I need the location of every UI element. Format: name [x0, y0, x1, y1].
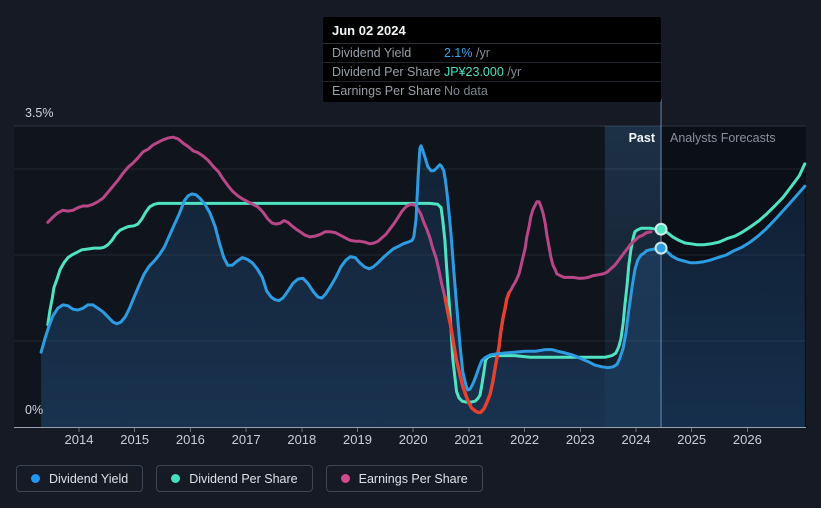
- x-axis-year-label: 2024: [621, 432, 651, 447]
- tooltip-value: 2.1% /yr: [444, 46, 490, 60]
- tooltip-date: Jun 02 2024: [323, 17, 661, 44]
- dividend-per-share-line: [46, 162, 807, 404]
- x-axis-year-label: 2025: [677, 432, 707, 447]
- x-axis-year-label: 2023: [565, 432, 595, 447]
- past-zone-label: Past: [628, 131, 655, 145]
- legend-item-dividend-per-share[interactable]: Dividend Per Share: [156, 465, 313, 492]
- x-axis-year-label: 2016: [175, 432, 205, 447]
- chart-tooltip: Jun 02 2024 Dividend Yield 2.1% /yr Divi…: [323, 17, 661, 102]
- legend-label: Dividend Yield: [49, 471, 129, 486]
- tooltip-label: Earnings Per Share: [332, 84, 442, 98]
- x-axis-year-label: 2018: [287, 432, 317, 447]
- tooltip-label: Dividend Per Share: [332, 65, 441, 79]
- x-axis-year-label: 2019: [343, 432, 372, 447]
- legend-item-dividend-yield[interactable]: Dividend Yield: [16, 465, 144, 492]
- earnings-per-share-dot-icon: [340, 474, 350, 483]
- x-axis-year-label: 2015: [120, 432, 150, 447]
- x-axis-year-label: 2026: [732, 432, 762, 447]
- tooltip-row-dividend-per-share: Dividend Per Share JP¥23.000 /yr: [323, 63, 661, 82]
- x-axis-year-label: 2021: [454, 432, 484, 447]
- tooltip-row-earnings-per-share: Earnings Per Share No data: [323, 82, 661, 102]
- x-axis-year-label: 2020: [398, 432, 428, 447]
- tooltip-value: No data: [444, 84, 488, 98]
- dividend-per-share-marker-dot: [654, 222, 668, 236]
- dividend-yield-area: [41, 145, 805, 428]
- dividend-yield-marker-dot: [654, 241, 668, 255]
- legend-label: Dividend Per Share: [189, 471, 298, 486]
- chart-legend: Dividend Yield Dividend Per Share Earnin…: [16, 465, 483, 492]
- forecast-zone-label: Analysts Forecasts: [670, 131, 776, 145]
- y-axis-label-max: 3.5%: [25, 106, 54, 120]
- legend-label: Earnings Per Share: [358, 471, 468, 486]
- x-axis-year-label: 2014: [64, 432, 94, 447]
- tooltip-value: JP¥23.000 /yr: [444, 65, 522, 79]
- y-axis-label-zero: 0%: [25, 403, 44, 417]
- tooltip-row-dividend-yield: Dividend Yield 2.1% /yr: [323, 44, 661, 63]
- tooltip-label: Dividend Yield: [332, 46, 412, 60]
- dividend-yield-line: [39, 144, 807, 392]
- dividend-per-share-dot-icon: [171, 474, 181, 483]
- dividend-yield-dot-icon: [31, 474, 40, 483]
- x-axis-year-label: 2017: [231, 432, 261, 447]
- legend-item-earnings-per-share[interactable]: Earnings Per Share: [325, 465, 483, 492]
- x-axis-year-label: 2022: [510, 432, 540, 447]
- earnings-per-share-negative-segment: [443, 291, 511, 415]
